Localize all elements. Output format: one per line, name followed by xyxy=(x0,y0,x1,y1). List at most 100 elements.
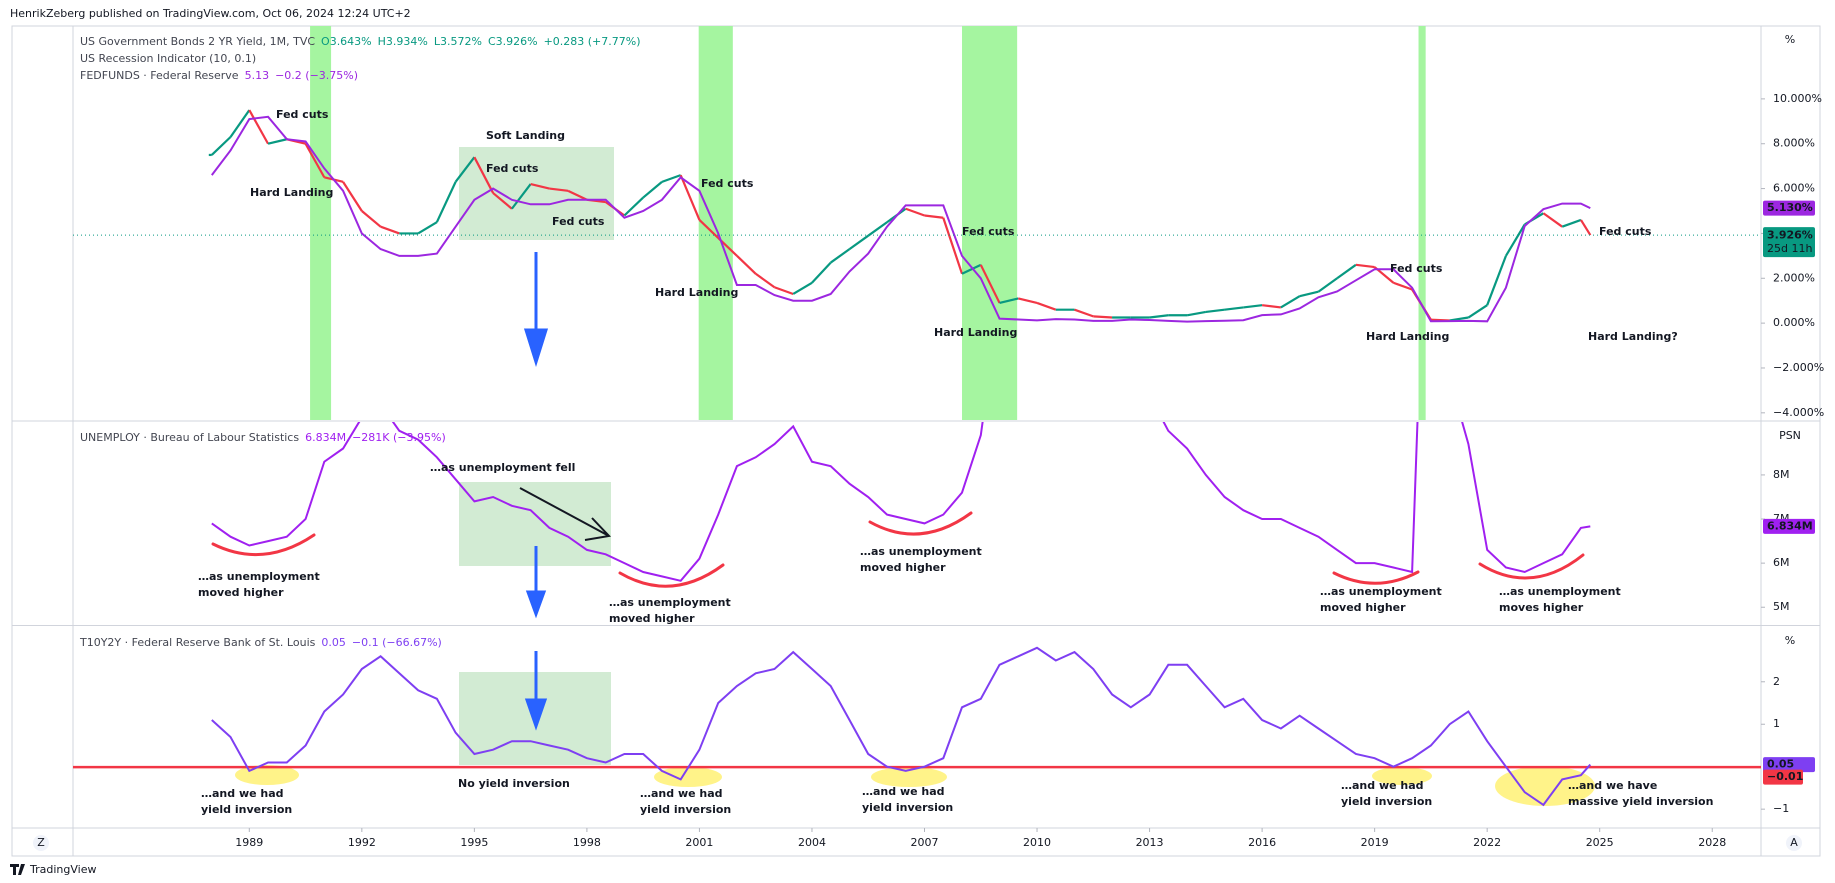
last-value-label: 0.05 xyxy=(1767,758,1794,771)
price-segment xyxy=(755,272,776,289)
annotation: …and we had xyxy=(640,787,723,800)
logo xyxy=(10,864,25,875)
annotation: …as unemployment xyxy=(1320,585,1442,598)
price-unit: % xyxy=(1785,634,1795,647)
price-segment xyxy=(811,261,832,284)
annotation: Fed cuts xyxy=(701,177,754,190)
x-tick-label: 2007 xyxy=(911,836,939,849)
legend-stat: −0.2 (−3.75%) xyxy=(275,69,358,82)
legend-stat: 6.834M xyxy=(305,431,346,444)
pane-plot xyxy=(73,26,1761,420)
x-tick-label: 2019 xyxy=(1361,836,1389,849)
scale-button[interactable] xyxy=(33,835,49,851)
annotation: …as unemployment xyxy=(860,545,982,558)
price-segment xyxy=(417,221,438,235)
legend-name: US Recession Indicator (10, 0.1) xyxy=(80,52,256,65)
annotation: …and we had xyxy=(1341,779,1424,792)
annotation: Fed cuts xyxy=(1599,225,1652,238)
annotation: yield inversion xyxy=(1341,795,1432,808)
y-tick-label: 10.000% xyxy=(1773,92,1822,105)
legend-stat: −281K (−3.95%) xyxy=(352,431,446,444)
legend-row: US Government Bonds 2 YR Yield, 1M, TVC O… xyxy=(80,35,641,48)
annotation: Hard Landing xyxy=(1366,330,1449,343)
scale-button-label[interactable]: A xyxy=(1790,836,1798,849)
scale-button-label[interactable]: Z xyxy=(37,836,45,849)
legend-stat: H3.934% xyxy=(378,35,428,48)
price-segment xyxy=(1093,315,1113,319)
price-segment xyxy=(549,187,569,192)
last-value-box xyxy=(1763,518,1815,534)
annotation: moves higher xyxy=(1499,601,1584,614)
annotation: yield inversion xyxy=(201,803,292,816)
x-tick-label: 2028 xyxy=(1698,836,1726,849)
price-segment xyxy=(304,143,326,178)
price-segment xyxy=(942,217,964,275)
recession-band xyxy=(310,26,332,420)
annotation: …and we had xyxy=(201,787,284,800)
price-segment xyxy=(1074,308,1094,318)
price-segment xyxy=(830,248,851,264)
hline-value-box xyxy=(1763,769,1803,785)
hline-value-label: −0.01 xyxy=(1767,770,1803,783)
legend-name: US Government Bonds 2 YR Yield, 1M, TVC xyxy=(80,35,315,48)
scale-button[interactable] xyxy=(1786,835,1802,851)
price-segment xyxy=(454,156,476,183)
legend-stat: 5.13 xyxy=(245,69,270,82)
x-tick-label: 2016 xyxy=(1248,836,1276,849)
legend-stat: L3.572% xyxy=(434,35,482,48)
price-segment xyxy=(679,174,701,221)
annotation: …and we have xyxy=(1568,779,1657,792)
price-segment xyxy=(248,109,270,145)
y-tick-label: 8.000% xyxy=(1773,137,1815,150)
annotation: Fed cuts xyxy=(276,108,329,121)
y-tick-label: 1 xyxy=(1773,717,1780,730)
frame xyxy=(11,25,1821,857)
annotation: moved higher xyxy=(198,586,284,599)
last-value-label: 6.834M xyxy=(1767,519,1813,532)
price-segment xyxy=(1224,306,1244,311)
price-segment xyxy=(1449,316,1469,322)
annotation: Fed cuts xyxy=(1390,262,1443,275)
price-segment xyxy=(473,156,495,194)
legend-name: T10Y2Y · Federal Reserve Bank of St. Lou… xyxy=(79,636,316,649)
y-tick-label: −1 xyxy=(1773,802,1789,815)
price-segment xyxy=(848,234,869,251)
price-segment xyxy=(792,281,813,295)
price-segment xyxy=(1205,308,1225,314)
recession-band xyxy=(1418,26,1426,420)
arrow xyxy=(525,546,547,619)
price-segment xyxy=(1504,223,1526,257)
annotation: Hard Landing? xyxy=(1588,330,1678,343)
price-segment xyxy=(698,219,719,239)
last-value-label: 5.130% xyxy=(1767,201,1813,214)
y-tick-label: 2.000% xyxy=(1773,271,1815,284)
price-segment xyxy=(342,181,363,212)
price-segment xyxy=(1336,263,1357,280)
highlight-blob xyxy=(1495,766,1595,806)
series-line xyxy=(211,422,1591,582)
annotation: …as unemployment xyxy=(1499,585,1621,598)
price-unit: PSN xyxy=(1779,429,1801,442)
y-tick-label: −4.000% xyxy=(1773,406,1824,419)
arc-mark xyxy=(211,533,316,557)
y-tick-label: 0.000% xyxy=(1773,316,1815,329)
price-segment xyxy=(211,136,232,156)
price-segment xyxy=(229,109,251,138)
legend-stat: O3.643% xyxy=(321,35,372,48)
series-line xyxy=(211,646,1592,807)
legend-row: T10Y2Y · Federal Reserve Bank of St. Lou… xyxy=(79,636,442,649)
price-segment xyxy=(905,207,925,217)
pane-plot xyxy=(211,422,1591,619)
price-segment xyxy=(642,181,663,199)
price-segment xyxy=(1018,297,1038,305)
price-segment xyxy=(1243,304,1263,309)
countdown: 25d 11h xyxy=(1767,242,1812,255)
price-segment xyxy=(961,263,982,275)
arrow xyxy=(524,651,548,731)
price-segment xyxy=(1261,304,1281,309)
price-segment xyxy=(979,264,1001,304)
x-tick-label: 2013 xyxy=(1136,836,1164,849)
x-tick-label: 2001 xyxy=(685,836,713,849)
